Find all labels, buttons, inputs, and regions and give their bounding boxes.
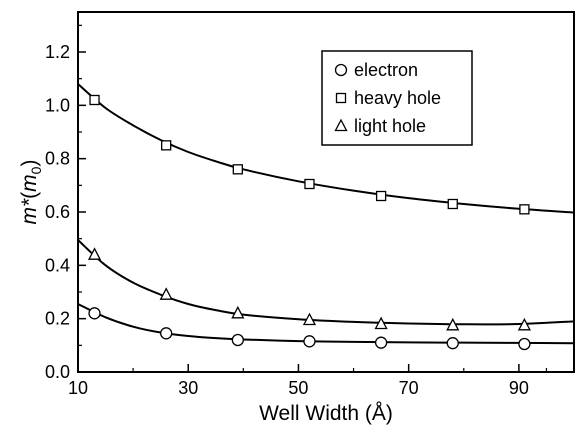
- y-tick-label: 0.8: [45, 149, 70, 169]
- point-heavy-hole: [232, 164, 243, 175]
- x-tick-label: 10: [68, 378, 88, 398]
- legend-marker-heavy-hole: [335, 92, 347, 104]
- point-electron: [518, 337, 531, 351]
- data-markers: [87, 94, 531, 351]
- point-light-hole: [374, 316, 388, 330]
- point-electron: [446, 337, 459, 350]
- axis-ticks: 10 30 50 70 90 0.0 0.2 0.4 0.6 0.8 1.0 1.2: [45, 24, 548, 398]
- x-tick-label: 90: [509, 378, 529, 398]
- y-tick-label: 0.0: [45, 362, 70, 382]
- x-tick-label: 30: [178, 378, 198, 398]
- point-light-hole: [159, 287, 173, 300]
- y-tick-label: 0.2: [45, 309, 70, 329]
- x-tick-label: 70: [399, 378, 419, 398]
- point-heavy-hole: [89, 94, 100, 106]
- point-electron: [303, 335, 316, 348]
- x-axis-label: Well Width (Å): [259, 402, 393, 425]
- y-tick-label: 0.4: [45, 255, 70, 275]
- legend-box: [321, 50, 473, 146]
- plot-frame: [77, 11, 575, 373]
- legend-marker-light-hole: [334, 118, 348, 132]
- legend-label-light-hole: light hole: [354, 116, 426, 136]
- point-heavy-hole: [304, 178, 315, 190]
- point-electron: [374, 336, 388, 349]
- point-heavy-hole: [375, 190, 387, 202]
- point-light-hole: [87, 247, 102, 260]
- legend-label-heavy-hole: heavy hole: [354, 88, 441, 108]
- point-heavy-hole: [519, 204, 530, 215]
- fit-curve-light-hole: [77, 239, 575, 326]
- point-heavy-hole: [447, 198, 458, 210]
- legend-label-electron: electron: [354, 60, 418, 80]
- point-electron: [231, 333, 244, 347]
- legend: electron heavy hole light hole: [321, 50, 473, 146]
- point-heavy-hole: [161, 140, 172, 151]
- point-light-hole: [302, 312, 317, 326]
- y-axis-label: m*(m0): [18, 160, 44, 225]
- point-electron: [88, 307, 101, 320]
- point-light-hole: [446, 317, 460, 331]
- fit-curve-heavy-hole: [77, 83, 575, 214]
- y-tick-label: 1.0: [45, 95, 70, 115]
- x-tick-label: 50: [288, 378, 308, 398]
- y-tick-label: 1.2: [45, 42, 70, 62]
- legend-marker-electron: [334, 63, 348, 77]
- point-light-hole: [231, 305, 245, 319]
- point-electron: [160, 327, 173, 340]
- point-light-hole: [517, 317, 531, 331]
- y-tick-label: 0.6: [45, 202, 70, 222]
